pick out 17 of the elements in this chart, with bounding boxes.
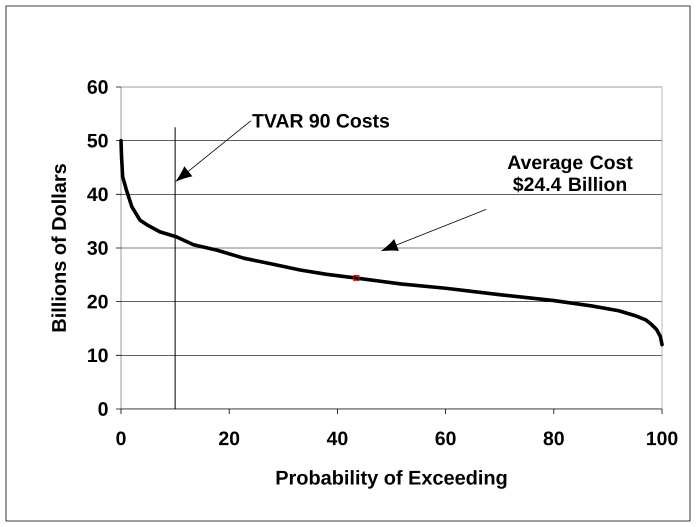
y-tick-label: 50 (87, 134, 108, 148)
x-tick-label: 80 (544, 432, 564, 446)
y-tick-label: 10 (88, 348, 108, 362)
y-tick-label: 20 (88, 294, 108, 309)
x-axis-title: Probability of Exceeding (276, 470, 506, 489)
annotation: Average Cost $24.4 Billion (508, 155, 633, 192)
x-tick-label: 20 (219, 432, 240, 446)
y-tick-label: 60 (88, 80, 108, 94)
x-tick-label: 0 (116, 432, 126, 446)
y-tick-label: 30 (87, 241, 108, 255)
y-tick-label: 40 (87, 187, 108, 202)
x-tick-label: 40 (326, 432, 348, 446)
y-tick-label: 0 (98, 402, 108, 416)
y-axis-title: Billions of Dollars (51, 164, 66, 332)
ref-line-label: TVAR 90 Costs (252, 114, 390, 128)
x-tick-label: 100 (647, 432, 678, 446)
x-tick-label: 60 (436, 432, 456, 446)
